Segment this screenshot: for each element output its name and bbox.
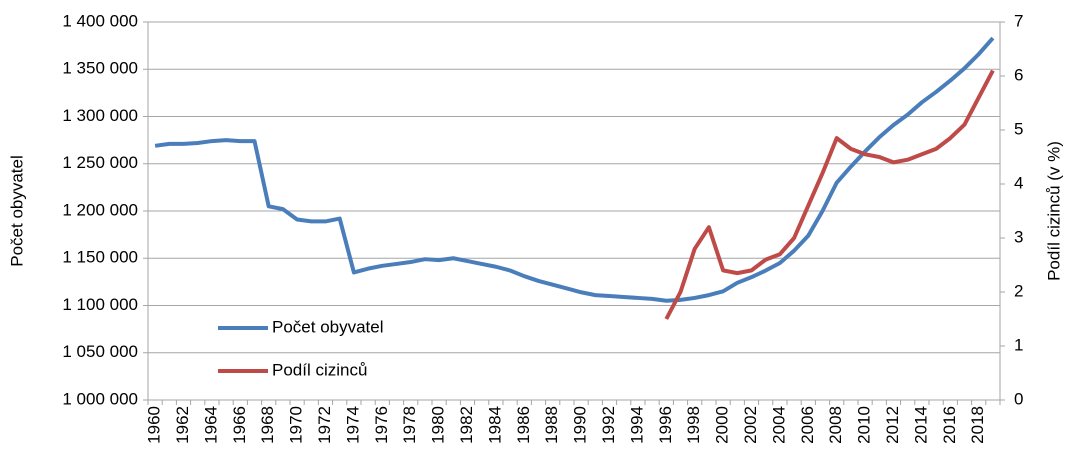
x-tick-label: 2008	[826, 406, 845, 444]
x-tick-label: 2012	[883, 406, 902, 444]
x-tick-label: 2000	[713, 406, 732, 444]
x-tick-label: 1986	[514, 406, 533, 444]
x-tick-label: 2010	[855, 406, 874, 444]
x-tick-label: 1966	[230, 406, 249, 444]
x-tick-label: 1978	[400, 406, 419, 444]
y2-tick-label: 7	[1014, 11, 1023, 30]
y-tick-label: 1 000 000	[62, 389, 138, 408]
y2-axis-title: Podíl cizinců (v %)	[1044, 141, 1063, 281]
series-line	[664, 69, 995, 320]
x-tick-label: 1960	[145, 406, 164, 444]
x-tick-label: 2002	[741, 406, 760, 444]
legend-label: Počet obyvatel	[272, 317, 384, 336]
y2-tick-label: 5	[1014, 119, 1023, 138]
y-tick-label: 1 250 000	[62, 153, 138, 172]
x-tick-label: 2004	[769, 406, 788, 444]
x-tick-label: 1970	[287, 406, 306, 444]
y-tick-label: 1 300 000	[62, 106, 138, 125]
y-tick-label: 1 200 000	[62, 200, 138, 219]
x-tick-label: 1972	[315, 406, 334, 444]
x-tick-label: 1992	[599, 406, 618, 444]
legend-label: Podíl cizinců	[272, 360, 367, 379]
y2-tick-label: 4	[1014, 173, 1023, 192]
y-tick-label: 1 400 000	[62, 11, 138, 30]
series-line	[154, 36, 995, 303]
x-tick-label: 2018	[968, 406, 987, 444]
x-tick-label: 1964	[201, 406, 220, 444]
x-tick-label: 1976	[372, 406, 391, 444]
y2-tick-label: 0	[1014, 389, 1023, 408]
x-tick-label: 1998	[684, 406, 703, 444]
y2-tick-label: 1	[1014, 335, 1023, 354]
x-tick-label: 2006	[798, 406, 817, 444]
x-tick-label: 1994	[627, 406, 646, 444]
x-tick-label: 1974	[343, 406, 362, 444]
x-tick-label: 1990	[571, 406, 590, 444]
y-tick-label: 1 050 000	[62, 342, 138, 361]
x-tick-label: 1968	[258, 406, 277, 444]
x-tick-label: 1980	[429, 406, 448, 444]
x-tick-label: 1996	[656, 406, 675, 444]
x-tick-label: 2016	[940, 406, 959, 444]
y-tick-label: 1 150 000	[62, 248, 138, 267]
y-tick-label: 1 350 000	[62, 59, 138, 78]
y2-tick-label: 3	[1014, 227, 1023, 246]
x-tick-label: 1962	[173, 406, 192, 444]
y-axis-title: Počet obyvatel	[7, 155, 26, 267]
y2-tick-label: 2	[1014, 281, 1023, 300]
x-tick-label: 1984	[485, 406, 504, 444]
y-tick-label: 1 100 000	[62, 295, 138, 314]
x-tick-label: 1982	[457, 406, 476, 444]
x-tick-label: 1988	[542, 406, 561, 444]
x-tick-label: 2014	[911, 406, 930, 444]
y2-tick-label: 6	[1014, 65, 1023, 84]
